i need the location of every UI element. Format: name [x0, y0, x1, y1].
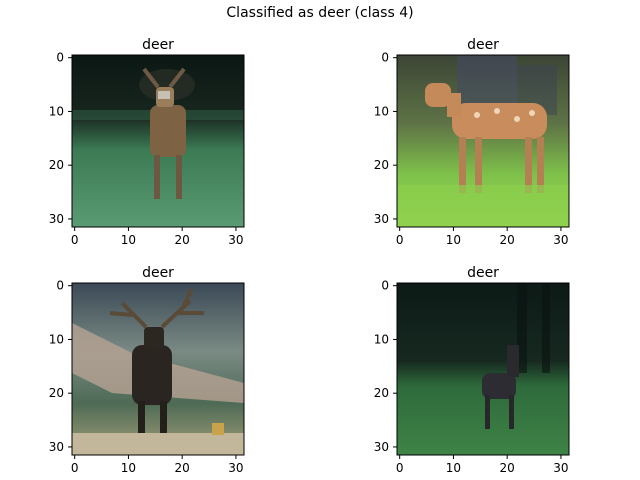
- y-tick-label: 20: [49, 158, 64, 172]
- y-tick-label: 30: [374, 440, 389, 454]
- y-tick-label: 20: [374, 158, 389, 172]
- figure-suptitle: Classified as deer (class 4): [226, 5, 413, 21]
- y-tick-label: 0: [56, 51, 64, 65]
- y-tick-label: 10: [374, 104, 389, 118]
- x-tick-label: 0: [71, 461, 79, 475]
- x-tick-label: 10: [121, 233, 136, 247]
- elk-photo: [72, 283, 244, 455]
- panel-1: deer: [72, 37, 244, 227]
- y-tick-label: 0: [381, 279, 389, 293]
- dark-deer-photo: [397, 283, 569, 455]
- y-tick-label: 30: [374, 212, 389, 226]
- deer-photo: [72, 55, 244, 227]
- x-tick-label: 20: [175, 233, 190, 247]
- panel-title: deer: [142, 265, 174, 281]
- x-tick-label: 10: [446, 233, 461, 247]
- y-tick-label: 30: [49, 212, 64, 226]
- x-tick-label: 20: [500, 461, 515, 475]
- panel-title: deer: [467, 265, 499, 281]
- panel-2: deer: [397, 37, 569, 227]
- axes-layer: 0 10 20 30 0 10 20 30 0 10 20 30 0 10 20 30 0 10 20 30 0 10 20…: [49, 51, 570, 475]
- y-tick-label: 20: [374, 386, 389, 400]
- x-tick-label: 20: [500, 233, 515, 247]
- axis-frame: [71, 54, 245, 228]
- x-tick-label: 20: [175, 461, 190, 475]
- x-tick-label: 10: [446, 461, 461, 475]
- y-tick-label: 10: [374, 332, 389, 346]
- panel-3: deer: [72, 265, 244, 455]
- x-tick-label: 0: [71, 233, 79, 247]
- y-tick-label: 0: [381, 51, 389, 65]
- fawn-photo: [397, 55, 569, 227]
- x-tick-label: 10: [121, 461, 136, 475]
- x-tick-label: 30: [553, 461, 568, 475]
- y-tick-label: 30: [49, 440, 64, 454]
- y-tick-label: 10: [49, 104, 64, 118]
- x-tick-label: 30: [228, 233, 243, 247]
- x-tick-label: 30: [553, 233, 568, 247]
- axis-frame: [396, 282, 570, 456]
- panel-4: deer: [397, 265, 569, 455]
- x-tick-label: 0: [396, 233, 404, 247]
- y-tick-label: 10: [49, 332, 64, 346]
- x-tick-label: 0: [396, 461, 404, 475]
- x-tick-label: 30: [228, 461, 243, 475]
- y-tick-label: 0: [56, 279, 64, 293]
- panel-title: deer: [467, 37, 499, 53]
- axis-frame: [71, 282, 245, 456]
- panel-title: deer: [142, 37, 174, 53]
- axis-frame: [396, 54, 570, 228]
- y-tick-label: 20: [49, 386, 64, 400]
